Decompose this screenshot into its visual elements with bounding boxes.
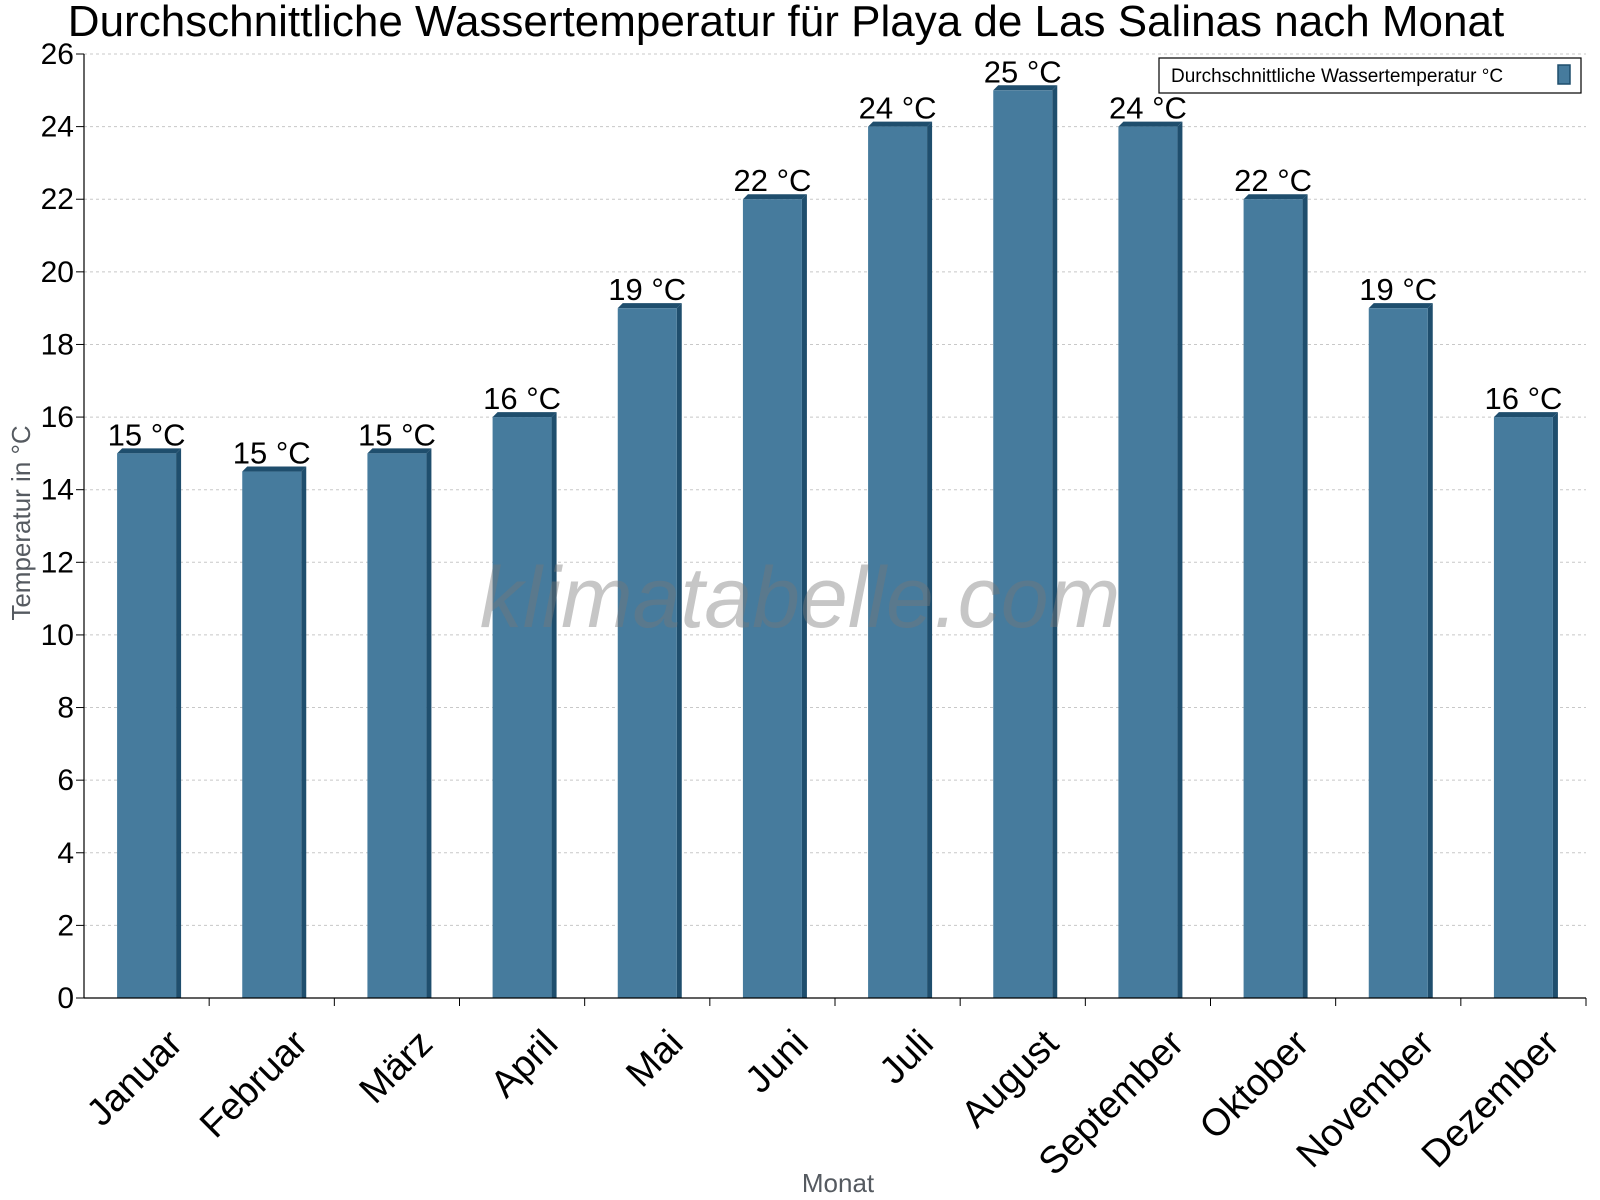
y-axis-title: Temperatur in °C [6, 425, 36, 620]
bar-top [1493, 412, 1558, 418]
y-tick-label: 26 [41, 38, 74, 71]
bar-value-label: 15 °C [108, 417, 186, 452]
bar-value-label: 22 °C [733, 163, 811, 198]
bar [1243, 199, 1303, 998]
bar-value-label: 22 °C [1234, 163, 1312, 198]
legend: Durchschnittliche Wassertemperatur °C [1158, 57, 1582, 94]
chart-title: Durchschnittliche Wassertemperatur für P… [68, 0, 1504, 46]
bar-side [801, 194, 807, 998]
y-tick-label: 8 [57, 692, 74, 725]
x-tick-label: April [483, 1022, 566, 1105]
y-tick-label: 18 [41, 328, 74, 361]
x-tick-label: Februar [192, 1022, 316, 1146]
x-tick-label: August [954, 1022, 1068, 1136]
bar [367, 453, 427, 998]
x-tick-label: Dezember [1414, 1022, 1568, 1176]
bar-value-label: 19 °C [1359, 272, 1437, 307]
x-tick-label: März [352, 1022, 441, 1111]
bar [868, 126, 928, 999]
bar-top [1243, 194, 1308, 200]
y-tick-label: 12 [41, 546, 74, 579]
bar-top [117, 448, 182, 454]
x-axis-title: Monat [802, 1168, 875, 1198]
bar-value-label: 24 °C [859, 91, 937, 126]
bar-value-label: 16 °C [483, 381, 561, 416]
bar-side [1302, 194, 1308, 998]
bar-top [993, 85, 1058, 91]
bar-value-label: 15 °C [233, 436, 311, 471]
bar-side [176, 448, 182, 998]
y-tick-label: 2 [57, 909, 74, 942]
y-tick-label: 20 [41, 256, 74, 289]
y-tick-label: 4 [57, 837, 74, 870]
x-tick-label: Juli [872, 1022, 942, 1092]
bar [117, 453, 177, 998]
bar-side [1552, 412, 1558, 999]
bars [117, 85, 1558, 999]
watermark-text: klimatabelle.com [480, 550, 1120, 646]
bar-top [1118, 121, 1183, 127]
bar-side [1177, 121, 1183, 999]
bar [742, 199, 802, 998]
y-tick-label: 24 [41, 111, 74, 144]
bar-top [242, 466, 307, 472]
bar-top [742, 194, 807, 200]
bar-top [1368, 303, 1433, 309]
bar [1368, 308, 1428, 999]
bar-side [1052, 85, 1058, 999]
bar-top [367, 448, 432, 454]
y-tick-label: 16 [41, 401, 74, 434]
legend-box [1158, 57, 1582, 94]
bar-side [927, 121, 933, 999]
bar [1493, 417, 1553, 999]
y-tick-label: 6 [57, 764, 74, 797]
bar [1118, 126, 1178, 999]
x-tick-label: Mai [618, 1022, 691, 1095]
x-tick-label: Juni [738, 1022, 817, 1101]
y-tick-label: 10 [41, 619, 74, 652]
bar [617, 308, 677, 999]
x-tick-label: Januar [79, 1022, 191, 1134]
y-tick-label: 14 [41, 474, 74, 507]
bar [492, 417, 552, 999]
bar-value-label: 16 °C [1484, 381, 1562, 416]
bar-top [617, 303, 682, 309]
bar-side [426, 448, 432, 998]
grid-lines [84, 53, 1586, 926]
bar-value-label: 25 °C [984, 54, 1062, 89]
bar-top [868, 121, 933, 127]
bar-side [551, 412, 557, 999]
bar-value-label: 24 °C [1109, 91, 1187, 126]
x-tick-label: Oktober [1192, 1022, 1318, 1148]
legend-label: Durchschnittliche Wassertemperatur °C [1171, 66, 1503, 87]
bar-value-label: 15 °C [358, 417, 436, 452]
bar-side [301, 466, 307, 998]
bar [242, 471, 302, 998]
bar-value-label: 19 °C [608, 272, 686, 307]
legend-swatch [1557, 64, 1571, 85]
y-tick-label: 22 [41, 183, 74, 216]
bar-side [1427, 303, 1433, 999]
y-tick-label: 0 [57, 982, 74, 1015]
bar-value-labels: 15 °C 15 °C 15 °C 16 °C 19 °C 22 °C 24 °C 25 °C… [108, 54, 1563, 470]
bar-side [676, 303, 682, 999]
bar-top [492, 412, 557, 418]
bar [993, 90, 1053, 999]
